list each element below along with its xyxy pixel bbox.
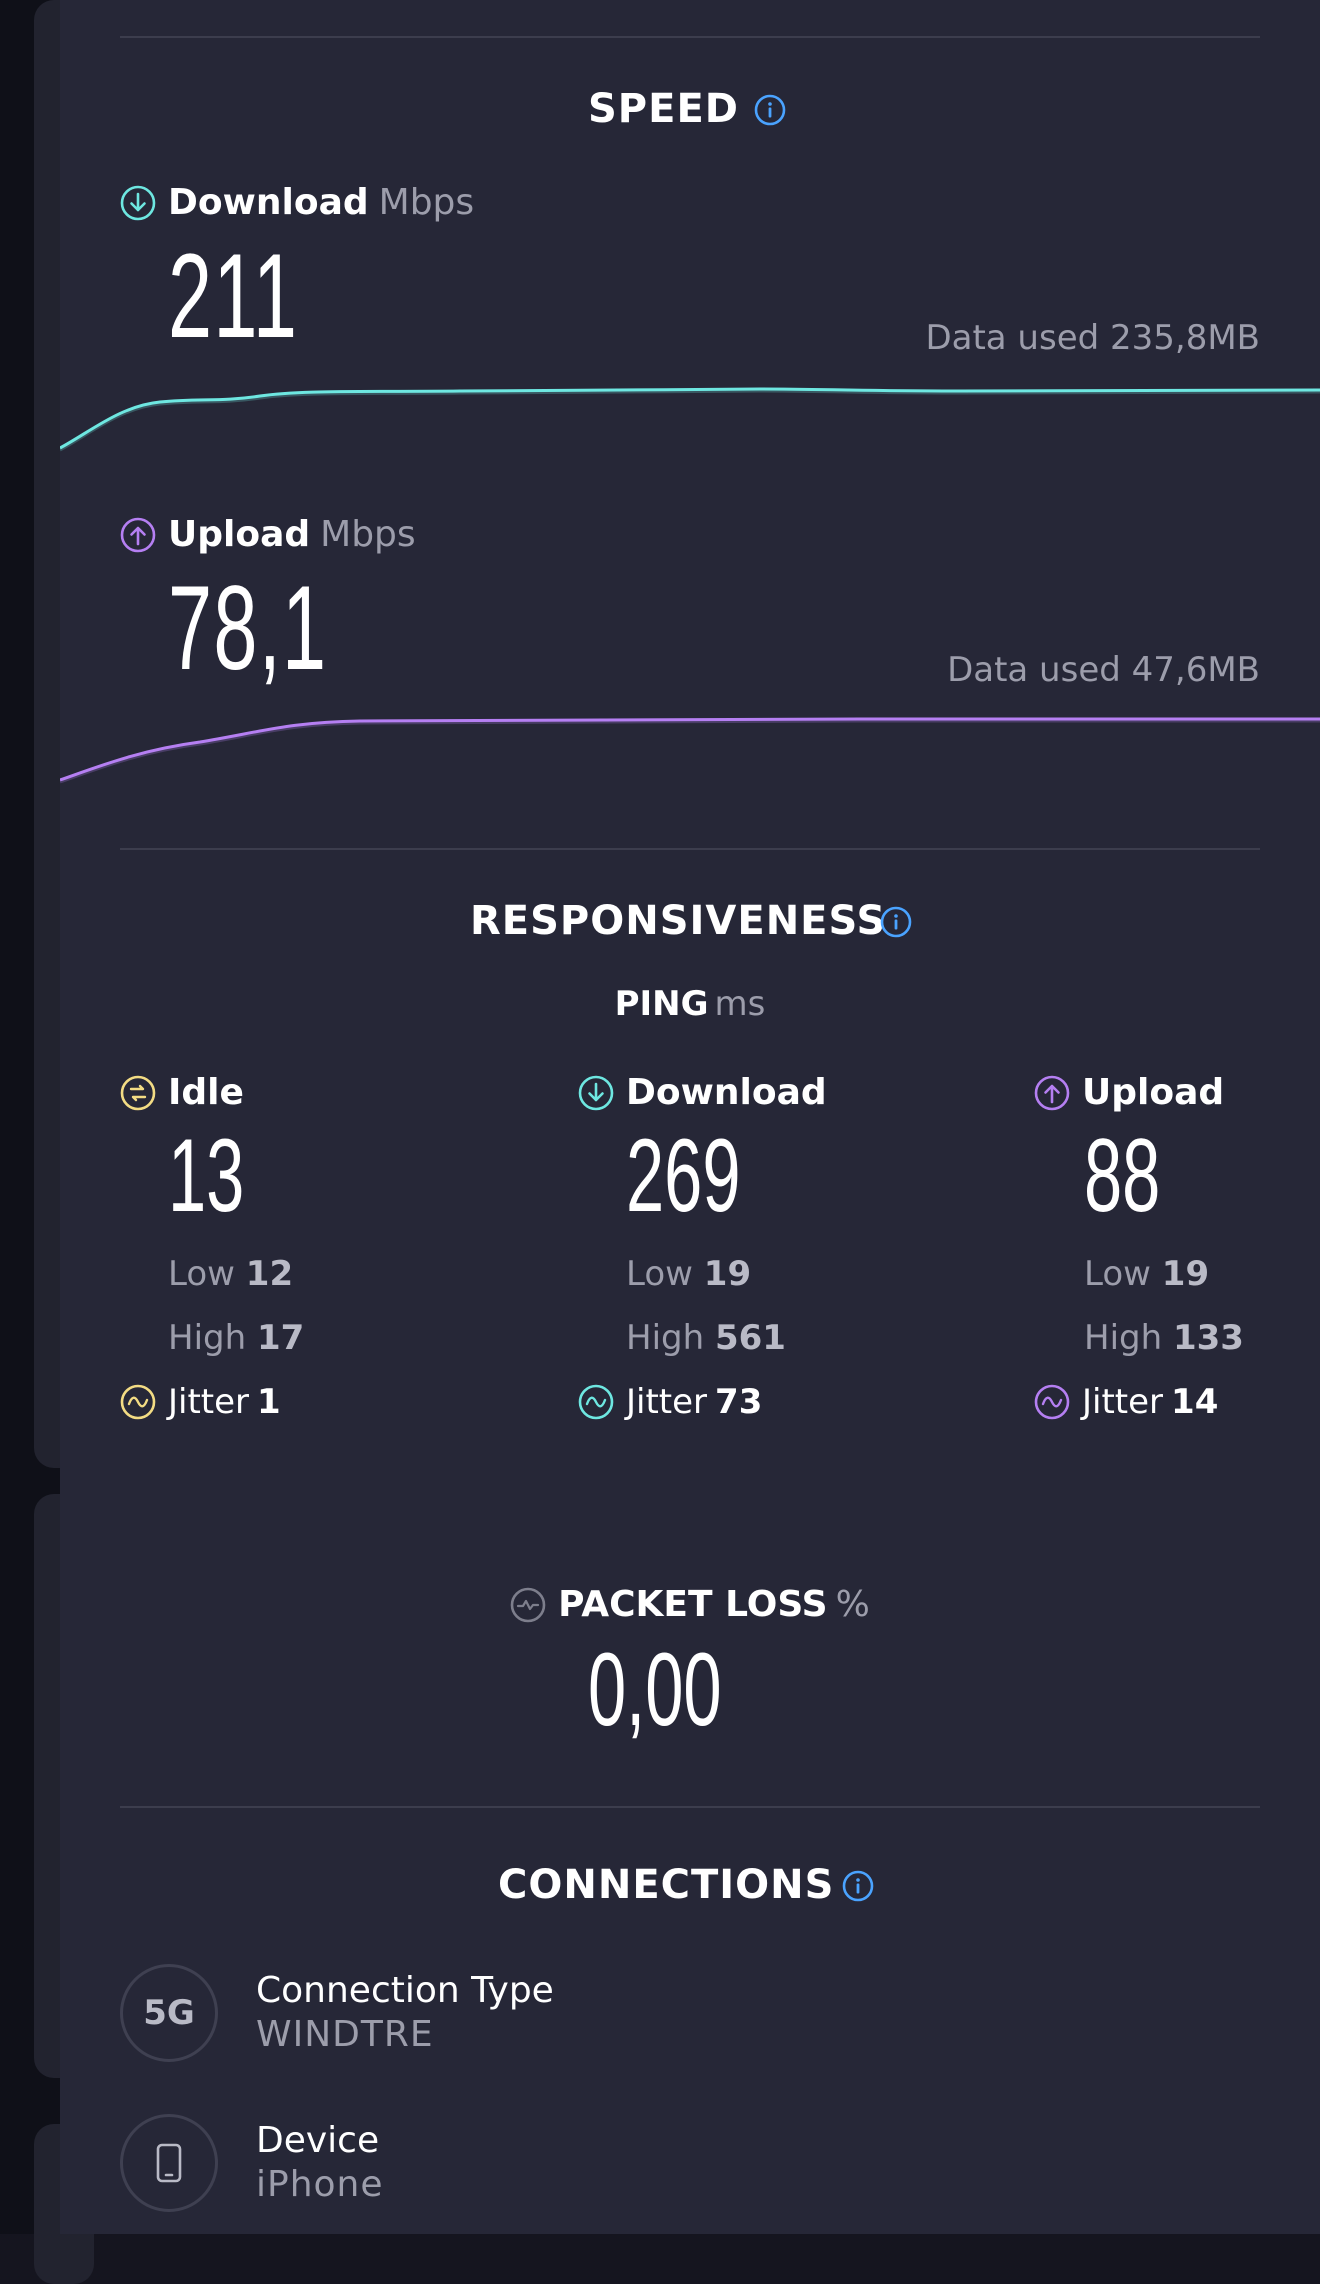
- ping-download-low: Low 19: [626, 1254, 752, 1294]
- ping-download-header: Download: [578, 1072, 827, 1113]
- download-data-used: Data used 235,8MB: [925, 318, 1260, 358]
- packet-loss-label: PACKET LOSS: [558, 1584, 828, 1625]
- info-icon[interactable]: [842, 1870, 874, 1902]
- jitter-icon: [1034, 1384, 1070, 1420]
- upload-speed-value: 78,1: [168, 561, 328, 695]
- jitter-icon: [578, 1384, 614, 1420]
- ping-download-value: 269: [626, 1118, 741, 1234]
- download-header: Download Mbps: [120, 182, 474, 223]
- device-value: iPhone: [256, 2164, 384, 2205]
- ping-header: PING ms: [0, 984, 1320, 1024]
- download-graph: [60, 387, 1320, 452]
- idle-icon: [120, 1075, 156, 1110]
- ping-idle-low: Low 12: [168, 1254, 294, 1294]
- ping-upload-label: Upload: [1082, 1072, 1225, 1113]
- ping-idle-value: 13: [168, 1118, 245, 1234]
- upload-data-used: Data used 47,6MB: [947, 650, 1260, 690]
- speed-title: SPEED: [588, 86, 739, 132]
- info-icon[interactable]: [754, 94, 786, 126]
- connection-type-value: WINDTRE: [256, 2014, 434, 2055]
- ping-download-label: Download: [626, 1072, 827, 1113]
- upload-arrow-icon: [120, 517, 156, 552]
- ping-label: PING: [614, 984, 709, 1024]
- upload-label: Upload: [168, 514, 311, 555]
- responsiveness-title: RESPONSIVENESS: [470, 898, 887, 944]
- ping-upload-jitter: Jitter 14: [1034, 1382, 1218, 1422]
- download-unit: Mbps: [378, 182, 475, 223]
- download-speed-value: 211: [168, 229, 299, 363]
- connection-type-label: Connection Type: [256, 1970, 554, 2011]
- device-row[interactable]: Device iPhone: [120, 2114, 384, 2212]
- ping-idle-label: Idle: [168, 1072, 244, 1113]
- phone-icon: [120, 2114, 218, 2212]
- ping-upload-high: High 133: [1084, 1318, 1244, 1358]
- download-label: Download: [168, 182, 369, 223]
- download-arrow-icon: [120, 185, 156, 220]
- packet-loss-value: 0,00: [588, 1632, 722, 1748]
- ping-idle-jitter: Jitter 1: [120, 1382, 281, 1422]
- ping-upload-low: Low 19: [1084, 1254, 1210, 1294]
- ping-idle-header: Idle: [120, 1072, 244, 1113]
- ping-upload-header: Upload: [1034, 1072, 1224, 1113]
- 5g-icon: 5G: [120, 1964, 218, 2062]
- packet-loss-icon: [510, 1587, 546, 1622]
- ping-download-high: High 561: [626, 1318, 786, 1358]
- info-icon[interactable]: [880, 906, 912, 938]
- ping-unit: ms: [714, 984, 766, 1024]
- ping-idle-high: High 17: [168, 1318, 305, 1358]
- packet-loss-header: PACKET LOSS %: [0, 1584, 1320, 1625]
- upload-unit: Mbps: [320, 514, 416, 555]
- upload-header: Upload Mbps: [120, 514, 416, 555]
- connection-type-row[interactable]: 5G Connection Type WINDTRE: [120, 1964, 554, 2062]
- jitter-icon: [120, 1384, 156, 1420]
- divider: [120, 848, 1260, 850]
- download-arrow-icon: [578, 1075, 614, 1110]
- packet-loss-unit: %: [835, 1584, 870, 1625]
- connections-title: CONNECTIONS: [498, 1862, 835, 1908]
- divider: [120, 1806, 1260, 1808]
- ping-download-jitter: Jitter 73: [578, 1382, 762, 1422]
- ping-upload-value: 88: [1084, 1118, 1161, 1234]
- device-label: Device: [256, 2120, 380, 2161]
- divider: [120, 36, 1260, 38]
- upload-graph: [60, 717, 1320, 784]
- results-card: [60, 0, 1320, 2234]
- upload-arrow-icon: [1034, 1075, 1070, 1110]
